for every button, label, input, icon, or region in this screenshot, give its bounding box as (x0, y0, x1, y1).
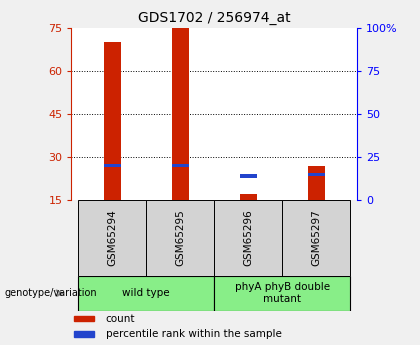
Text: GSM65297: GSM65297 (311, 210, 321, 266)
Bar (214, 276, 350, 310)
Text: wild type: wild type (122, 288, 170, 298)
Text: GSM65295: GSM65295 (175, 210, 185, 266)
Text: GSM65294: GSM65294 (107, 210, 117, 266)
Text: count: count (106, 314, 135, 324)
Bar (240, 194, 257, 200)
Text: genotype/variation: genotype/variation (4, 288, 97, 298)
Bar (78, 276, 214, 310)
Bar (240, 174, 257, 178)
Bar (214, 200, 282, 276)
Bar (172, 28, 189, 200)
Bar (308, 172, 325, 176)
Bar (74, 316, 94, 322)
Bar (282, 200, 350, 276)
Bar (74, 331, 94, 337)
Bar (172, 164, 189, 167)
Bar (104, 164, 121, 167)
Title: GDS1702 / 256974_at: GDS1702 / 256974_at (138, 11, 291, 25)
Text: phyA phyB double
mutant: phyA phyB double mutant (235, 283, 330, 304)
Bar (104, 42, 121, 200)
Bar (308, 166, 325, 200)
Bar (78, 200, 146, 276)
Text: percentile rank within the sample: percentile rank within the sample (106, 329, 281, 339)
Bar (146, 200, 214, 276)
Text: GSM65296: GSM65296 (243, 210, 253, 266)
